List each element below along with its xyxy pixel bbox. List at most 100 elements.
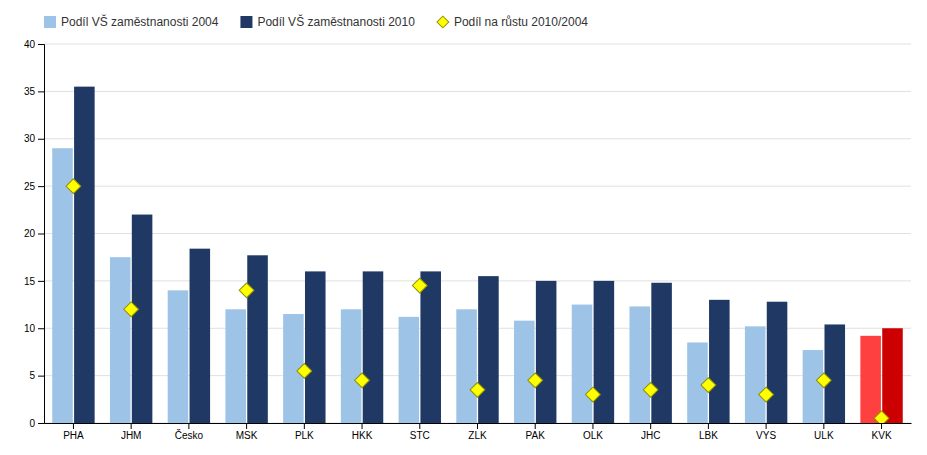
bar (709, 300, 730, 423)
tick: JHM (121, 423, 142, 441)
marks (52, 87, 903, 423)
tick-mark (419, 423, 420, 429)
legend: Podíl VŠ zaměstnanosti 2004 Podíl VŠ zamě… (44, 14, 588, 29)
bar (882, 328, 903, 423)
tick: STC (410, 423, 430, 441)
legend-label: Podíl VŠ zaměstnanosti 2010 (257, 14, 415, 29)
tick-mark (73, 423, 74, 429)
tick-label: 10 (24, 323, 36, 334)
legend-swatch (44, 16, 56, 28)
tick-label: PHA (63, 430, 84, 441)
bar (824, 324, 845, 423)
tick-mark (131, 423, 132, 429)
legend-item: Podíl VŠ zaměstnanosti 2004 (44, 14, 219, 29)
point (701, 378, 716, 393)
tick-mark (881, 423, 882, 429)
point (586, 387, 601, 402)
tick-label: 25 (24, 181, 36, 192)
tick: 35 (24, 86, 44, 97)
tick-label: JHM (121, 430, 142, 441)
tick-mark (708, 423, 709, 429)
tick-label: 5 (29, 370, 35, 381)
bar (420, 271, 441, 423)
tick-mark (38, 91, 44, 92)
tick: PLK (295, 423, 314, 441)
tick: JHC (641, 423, 660, 441)
point (643, 382, 658, 397)
bar (803, 350, 824, 423)
tick-mark (38, 44, 44, 45)
bar (745, 326, 766, 423)
tick: 15 (24, 276, 44, 287)
chart-container: 0510152025303540PHAJHMČeskoMSKPLKHKKSTCZ… (0, 0, 927, 455)
legend-item: Podíl VŠ zaměstnanosti 2010 (240, 14, 415, 29)
tick-label: PAK (526, 430, 546, 441)
bar (860, 336, 881, 423)
legend-label: Podíl VŠ zaměstnanosti 2004 (61, 14, 219, 29)
tick-mark (38, 328, 44, 329)
point (355, 373, 370, 388)
grid-line (44, 186, 911, 187)
tick-label: VYS (756, 430, 776, 441)
tick-mark (38, 186, 44, 187)
tick: 0 (29, 418, 44, 429)
tick: ULK (814, 423, 834, 441)
bar (399, 317, 420, 423)
grid-line (44, 233, 911, 234)
bar (767, 302, 788, 423)
bar (132, 215, 153, 423)
tick-mark (38, 139, 44, 140)
point (297, 363, 312, 378)
tick-label: OLK (583, 430, 603, 441)
bar (456, 309, 477, 423)
tick: 5 (29, 370, 44, 381)
grid-line (44, 91, 911, 92)
tick-mark (535, 423, 536, 429)
tick-mark (362, 423, 363, 429)
tick-label: 15 (24, 276, 36, 287)
legend-swatch (240, 16, 252, 28)
point (528, 373, 543, 388)
bar (74, 87, 95, 423)
tick: PAK (526, 423, 546, 441)
legend-item: Podíl na růstu 2010/2004 (437, 15, 588, 29)
tick-mark (188, 423, 189, 429)
tick-mark (766, 423, 767, 429)
grid (44, 44, 911, 423)
tick: MSK (236, 423, 258, 441)
tick: ZLK (468, 423, 487, 441)
tick-label: ULK (814, 430, 834, 441)
grid-line (44, 44, 911, 45)
point (816, 373, 831, 388)
point (239, 283, 254, 298)
tick: 20 (24, 228, 44, 239)
tick: VYS (756, 423, 776, 441)
legend-swatch (437, 16, 449, 28)
chart-svg: 0510152025303540PHAJHMČeskoMSKPLKHKKSTCZ… (0, 0, 927, 455)
tick-label: JHC (641, 430, 660, 441)
tick-label: 30 (24, 133, 36, 144)
tick-label: 35 (24, 86, 36, 97)
bar (572, 305, 593, 423)
x-axis: PHAJHMČeskoMSKPLKHKKSTCZLKPAKOLKJHCLBKVY… (45, 423, 912, 441)
tick-label: 40 (24, 39, 36, 50)
bar (629, 306, 650, 423)
tick-mark (38, 281, 44, 282)
tick-mark (650, 423, 651, 429)
point (124, 302, 139, 317)
bar (247, 255, 268, 423)
plot: 0510152025303540PHAJHMČeskoMSKPLKHKKSTCZ… (24, 39, 912, 441)
bar (651, 283, 672, 423)
axis-line (38, 45, 45, 424)
point (874, 411, 889, 423)
tick-mark (592, 423, 593, 429)
tick: 25 (24, 181, 44, 192)
point (412, 278, 427, 293)
bar (190, 249, 211, 423)
tick: HKK (352, 423, 373, 441)
legend-label: Podíl na růstu 2010/2004 (454, 15, 588, 29)
tick-label: 0 (29, 418, 35, 429)
tick-label: STC (410, 430, 430, 441)
tick: 40 (24, 39, 44, 50)
tick-label: PLK (295, 430, 314, 441)
